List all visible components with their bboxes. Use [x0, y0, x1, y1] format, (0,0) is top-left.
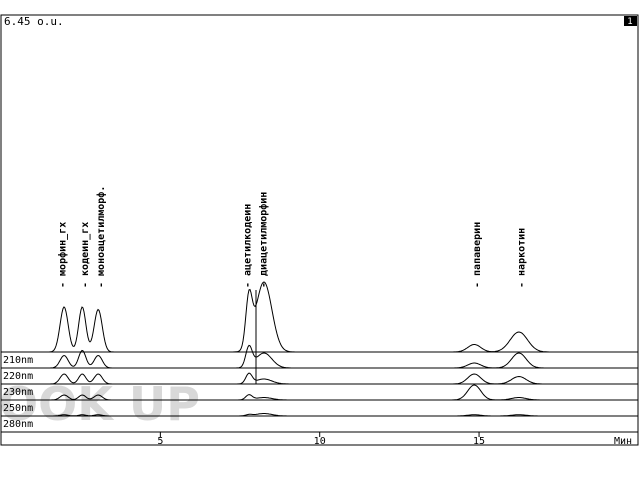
x-axis-label: Мин — [614, 436, 632, 447]
peak-label: - морфин_гх — [57, 222, 69, 288]
channel-label: 220nm — [3, 371, 33, 382]
trace-250nm — [40, 384, 560, 401]
channel-label: 280nm — [3, 419, 33, 430]
channel-label: 250nm — [3, 403, 33, 414]
trace-280nm — [40, 413, 560, 417]
peak-label: - наркотин — [516, 228, 527, 288]
peak-label: - диацетилморфин — [257, 192, 269, 288]
trace-220nm — [40, 344, 560, 369]
scale-label: 6.45 o.u. — [4, 15, 64, 28]
x-tick-label: 5 — [157, 436, 163, 447]
peak-label: - ацетилкодеин — [242, 204, 253, 288]
plot-frame — [0, 14, 639, 446]
trace-210nm — [40, 281, 560, 353]
channel-label: 230nm — [3, 387, 33, 398]
peak-label: - папаверин — [472, 222, 483, 288]
channel-label: 210nm — [3, 355, 33, 366]
peak-label: - кодеин_гх — [80, 222, 91, 288]
trace-230nm — [40, 372, 560, 385]
corner-badge-label: 1 — [627, 17, 632, 27]
watermark: BOOK UP — [0, 377, 200, 431]
x-tick-label: 10 — [314, 436, 326, 447]
peak-label: - моноацетилморф. — [95, 186, 107, 288]
corner-badge — [624, 16, 637, 26]
x-tick-label: 15 — [473, 436, 485, 447]
